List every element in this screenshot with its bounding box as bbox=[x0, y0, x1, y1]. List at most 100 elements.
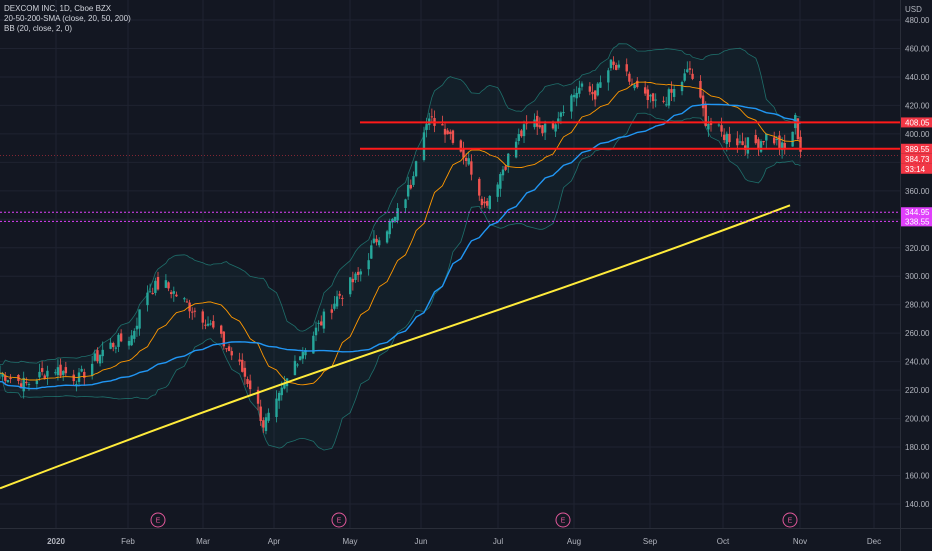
candle-body bbox=[609, 59, 613, 69]
candle-body bbox=[654, 99, 657, 101]
price-tag-label: 389.55 bbox=[905, 145, 930, 154]
candle-body bbox=[396, 208, 399, 221]
price-tick-label: 140.00 bbox=[905, 500, 930, 509]
candle-body bbox=[293, 360, 297, 376]
candle-body bbox=[212, 321, 215, 328]
candle-body bbox=[649, 94, 652, 97]
candle-body bbox=[672, 89, 676, 97]
candle-body bbox=[112, 343, 115, 348]
candle-body bbox=[422, 132, 426, 161]
bb-upper bbox=[0, 43, 801, 365]
candle-body bbox=[193, 310, 197, 312]
candle-body bbox=[367, 260, 370, 270]
candle-body bbox=[151, 293, 154, 295]
candle-body bbox=[127, 340, 131, 346]
candle-body bbox=[101, 349, 104, 357]
earnings-marker-label: E bbox=[788, 518, 793, 525]
candle-body bbox=[338, 293, 341, 296]
candle-body bbox=[588, 86, 592, 92]
candle-body bbox=[628, 73, 631, 82]
candle-body bbox=[717, 124, 721, 126]
candle-body bbox=[230, 351, 233, 356]
candle-body bbox=[54, 372, 57, 374]
candle-body bbox=[570, 95, 573, 112]
candle-body bbox=[59, 364, 62, 376]
grid bbox=[0, 0, 900, 528]
candle-body bbox=[449, 131, 452, 135]
time-tick-label: Feb bbox=[121, 537, 135, 546]
sma-indicator-label[interactable]: 20-50-200-SMA (close, 20, 50, 200) bbox=[4, 14, 131, 23]
candle-body bbox=[117, 334, 120, 347]
candle-body bbox=[98, 354, 102, 364]
candle-body bbox=[322, 311, 326, 329]
candle-body bbox=[430, 116, 434, 118]
candle-body bbox=[259, 406, 262, 421]
earnings-marker-label: E bbox=[337, 518, 342, 525]
candle-body bbox=[625, 64, 628, 72]
candle-body bbox=[83, 371, 86, 378]
candle-body bbox=[238, 359, 241, 362]
candle-body bbox=[25, 381, 28, 384]
candle-body bbox=[172, 291, 175, 294]
candle-body bbox=[64, 367, 68, 374]
candle-body bbox=[780, 142, 784, 151]
candle-body bbox=[501, 169, 505, 176]
candle-body bbox=[304, 350, 307, 356]
candle-body bbox=[280, 387, 283, 396]
candle-body bbox=[130, 335, 133, 346]
candle-body bbox=[317, 322, 320, 324]
candle-body bbox=[404, 199, 407, 209]
candle-body bbox=[406, 184, 410, 197]
candle-body bbox=[388, 221, 391, 235]
axis-corner[interactable] bbox=[900, 528, 932, 551]
candle-body bbox=[446, 130, 449, 135]
price-tag bbox=[901, 117, 932, 128]
candle-body bbox=[665, 104, 668, 106]
candle-body bbox=[646, 89, 649, 101]
candle-body bbox=[243, 367, 247, 377]
candle-body bbox=[391, 218, 394, 223]
price-tag bbox=[901, 153, 932, 164]
candle-body bbox=[572, 94, 576, 98]
candle-body bbox=[35, 380, 39, 385]
candle-body bbox=[38, 371, 41, 378]
candle-body bbox=[356, 271, 360, 275]
currency-label: USD bbox=[905, 5, 922, 14]
time-axis[interactable]: 2020 Feb Mar Apr May Jun Jul Aug Sep Oct Nov Dec bbox=[0, 528, 900, 551]
bb-indicator-label[interactable]: BB (20, close, 2, 0) bbox=[4, 24, 73, 33]
time-tick-label: May bbox=[342, 537, 357, 546]
candle-body bbox=[22, 377, 25, 392]
candle-body bbox=[109, 342, 112, 349]
candle-body bbox=[488, 195, 491, 209]
candle-body bbox=[27, 383, 31, 385]
price-tick-label: 200.00 bbox=[905, 415, 930, 424]
candle-body bbox=[575, 92, 578, 99]
candle-body bbox=[480, 198, 484, 206]
candle-body bbox=[275, 398, 278, 418]
candle-body bbox=[728, 133, 731, 143]
candle-body bbox=[80, 368, 83, 372]
candle-body bbox=[256, 389, 260, 404]
time-tick-label: 2020 bbox=[47, 537, 65, 546]
earnings-marker-label: E bbox=[156, 518, 161, 525]
candle-body bbox=[775, 139, 779, 141]
price-tag bbox=[901, 207, 932, 218]
price-tick-label: 160.00 bbox=[905, 472, 930, 481]
candle-body bbox=[414, 161, 418, 177]
price-tick-label: 280.00 bbox=[905, 301, 930, 310]
candle-body bbox=[757, 139, 760, 149]
candle-body bbox=[354, 273, 357, 280]
time-tick-label: Aug bbox=[567, 537, 581, 546]
candle-body bbox=[701, 95, 705, 109]
price-axis[interactable]: USD480.00460.00440.00420.00400.00380.003… bbox=[900, 0, 932, 528]
candle-body bbox=[704, 104, 707, 127]
candle-body bbox=[385, 231, 389, 243]
candle-body bbox=[40, 368, 44, 372]
candle-body bbox=[96, 350, 99, 362]
candle-body bbox=[372, 238, 376, 243]
symbol-title[interactable]: DEXCOM INC, 1D, Cboe BZX bbox=[4, 4, 112, 13]
candle-body bbox=[220, 325, 223, 334]
candle-body bbox=[607, 70, 610, 83]
chart-pane[interactable]: E E E E DEXCOM INC, 1D, Cboe BZX 20-50-200-… bbox=[0, 0, 900, 528]
